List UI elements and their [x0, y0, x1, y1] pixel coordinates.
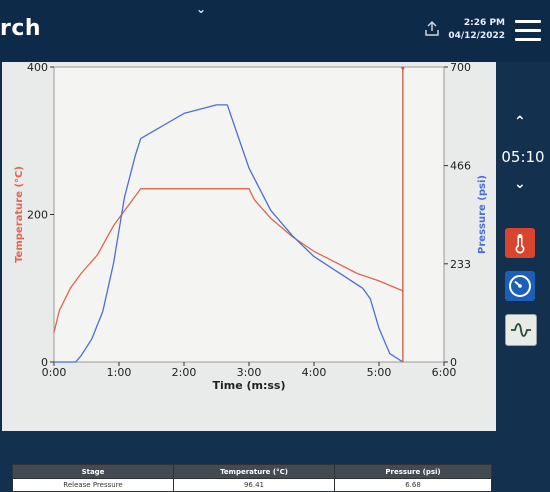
- gauge-icon: [509, 275, 531, 297]
- y-left-tick-label: 0: [41, 356, 48, 369]
- thermometer-icon: [515, 234, 525, 254]
- header-temperature: Temperature (°C): [173, 464, 335, 479]
- cell-temperature: 96.41: [173, 478, 335, 492]
- current-time-marker-dot: [401, 66, 405, 70]
- cell-stage: Release Pressure: [12, 478, 174, 492]
- y-right-tick-label: 466: [450, 160, 471, 173]
- timer-display: 05:10: [501, 148, 545, 166]
- header-stage: Stage: [12, 464, 174, 479]
- pressure-button[interactable]: [505, 271, 535, 301]
- chevron-up-icon[interactable]: ⌃: [514, 114, 526, 130]
- waveform-button[interactable]: [505, 314, 537, 346]
- x-tick-label: 1:00: [107, 366, 132, 379]
- temperature-series-line: [53, 188, 404, 333]
- pressure-series-line: [54, 104, 404, 363]
- hamburger-menu-icon[interactable]: [515, 20, 541, 42]
- y-right-tick-label: 700: [450, 62, 471, 74]
- temperature-button[interactable]: [505, 228, 535, 258]
- plot-area: [53, 66, 445, 363]
- clock-date: 04/12/2022: [448, 31, 505, 41]
- top-bar: rch ⌄ 2:26 PM 04/12/2022: [0, 0, 550, 62]
- stage-table: Stage Temperature (°C) Pressure (psi) Re…: [12, 464, 492, 492]
- chart-panel: 0:00 1:00 2:00 3:00 4:00 5:00 6:00 0 200 400 0 233 4…: [2, 62, 496, 492]
- x-tick-label: 4:00: [302, 366, 327, 379]
- y-left-tick-label: 400: [27, 62, 48, 74]
- x-tick-label: 3:00: [237, 366, 262, 379]
- y-right-tick-label: 0: [450, 356, 457, 369]
- table-header-row: Stage Temperature (°C) Pressure (psi): [12, 464, 492, 479]
- y-left-tick-label: 200: [27, 209, 48, 222]
- clock-time: 2:26 PM: [463, 18, 505, 28]
- x-tick-label: 2:00: [172, 366, 197, 379]
- page-title: rch: [0, 16, 42, 41]
- x-tick-label: 5:00: [367, 366, 392, 379]
- waveform-icon: [511, 323, 531, 337]
- header-pressure: Pressure (psi): [334, 464, 492, 479]
- table-row: Release Pressure 96.41 6.68: [12, 478, 492, 492]
- chevron-down-icon[interactable]: ⌄: [514, 176, 526, 192]
- x-tick-label: 0:00: [42, 366, 67, 379]
- chart: 0:00 1:00 2:00 3:00 4:00 5:00 6:00020040002334…: [14, 62, 488, 392]
- chevron-down-icon[interactable]: ⌄: [196, 2, 207, 16]
- y-right-axis-label: Pressure (psi): [477, 175, 488, 254]
- x-tick-label: 6:00: [432, 366, 457, 379]
- y-right-tick-label: 233: [450, 258, 471, 271]
- y-left-axis-label: Temperature (°C): [14, 166, 25, 263]
- cell-pressure: 6.68: [334, 478, 492, 492]
- upload-icon[interactable]: [424, 20, 440, 38]
- x-axis-label: Time (m:ss): [212, 379, 285, 392]
- side-panel: ⌃ 05:10 ⌄: [496, 62, 550, 431]
